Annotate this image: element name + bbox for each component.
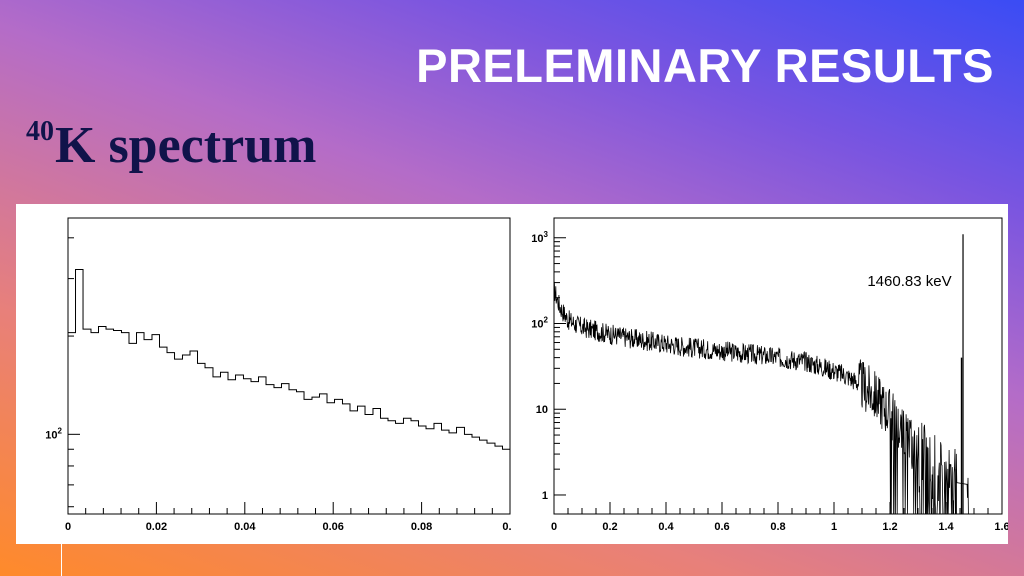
low-range-spectrum-chart: 0 0.02 0.04 0.06 0.08 0.1 102 (45, 217, 512, 533)
isotope-mass-number: 40 (26, 116, 54, 147)
plot-frame (67, 217, 511, 515)
y-tick-label: 102 (45, 426, 62, 441)
x-tick-label: 0.04 (234, 521, 256, 533)
subtitle-text: K spectrum (55, 117, 317, 174)
x-tick-label: 0.8 (770, 521, 785, 533)
x-tick-label: 1.6 (994, 521, 1008, 533)
full-range-spectrum-chart: 0 0.2 0.4 0.6 0.8 1 1.2 1.4 1.61031021011460.83 … (531, 217, 1008, 533)
y-tick-label: 10 (536, 404, 548, 416)
x-tick-label: 0.6 (714, 521, 729, 533)
spectrum-series (553, 281, 1002, 515)
x-tick-label: 0.2 (602, 521, 617, 533)
x-tick-label: 0.08 (411, 521, 432, 533)
histogram-series (68, 268, 510, 450)
y-tick-label: 102 (531, 315, 548, 330)
slide-subtitle: 40K spectrum (26, 118, 316, 172)
y-tick-label: 1 (542, 490, 548, 502)
x-tick-label: 1 (831, 521, 837, 533)
slide-title: PRELEMINARY RESULTS (416, 39, 994, 92)
x-tick-label: 0.4 (658, 521, 674, 533)
peak-annotation: 1460.83 keV (867, 273, 951, 290)
x-tick-label: 0.02 (146, 521, 167, 533)
x-tick-label: 0.06 (322, 521, 343, 533)
decorative-divider (61, 544, 62, 576)
x-tick-label: 1.2 (882, 521, 897, 533)
figure-panel: 0 0.02 0.04 0.06 0.08 0.1 102 0 0.2 0.4 0.6 0.8 1 1.… (16, 204, 1008, 544)
y-tick-label: 103 (531, 230, 548, 245)
x-tick-label: 0 (65, 521, 71, 533)
x-tick-label: 0 (551, 521, 557, 533)
x-tick-label: 1.4 (938, 521, 954, 533)
x-tick-label: 0.1 (502, 521, 512, 533)
